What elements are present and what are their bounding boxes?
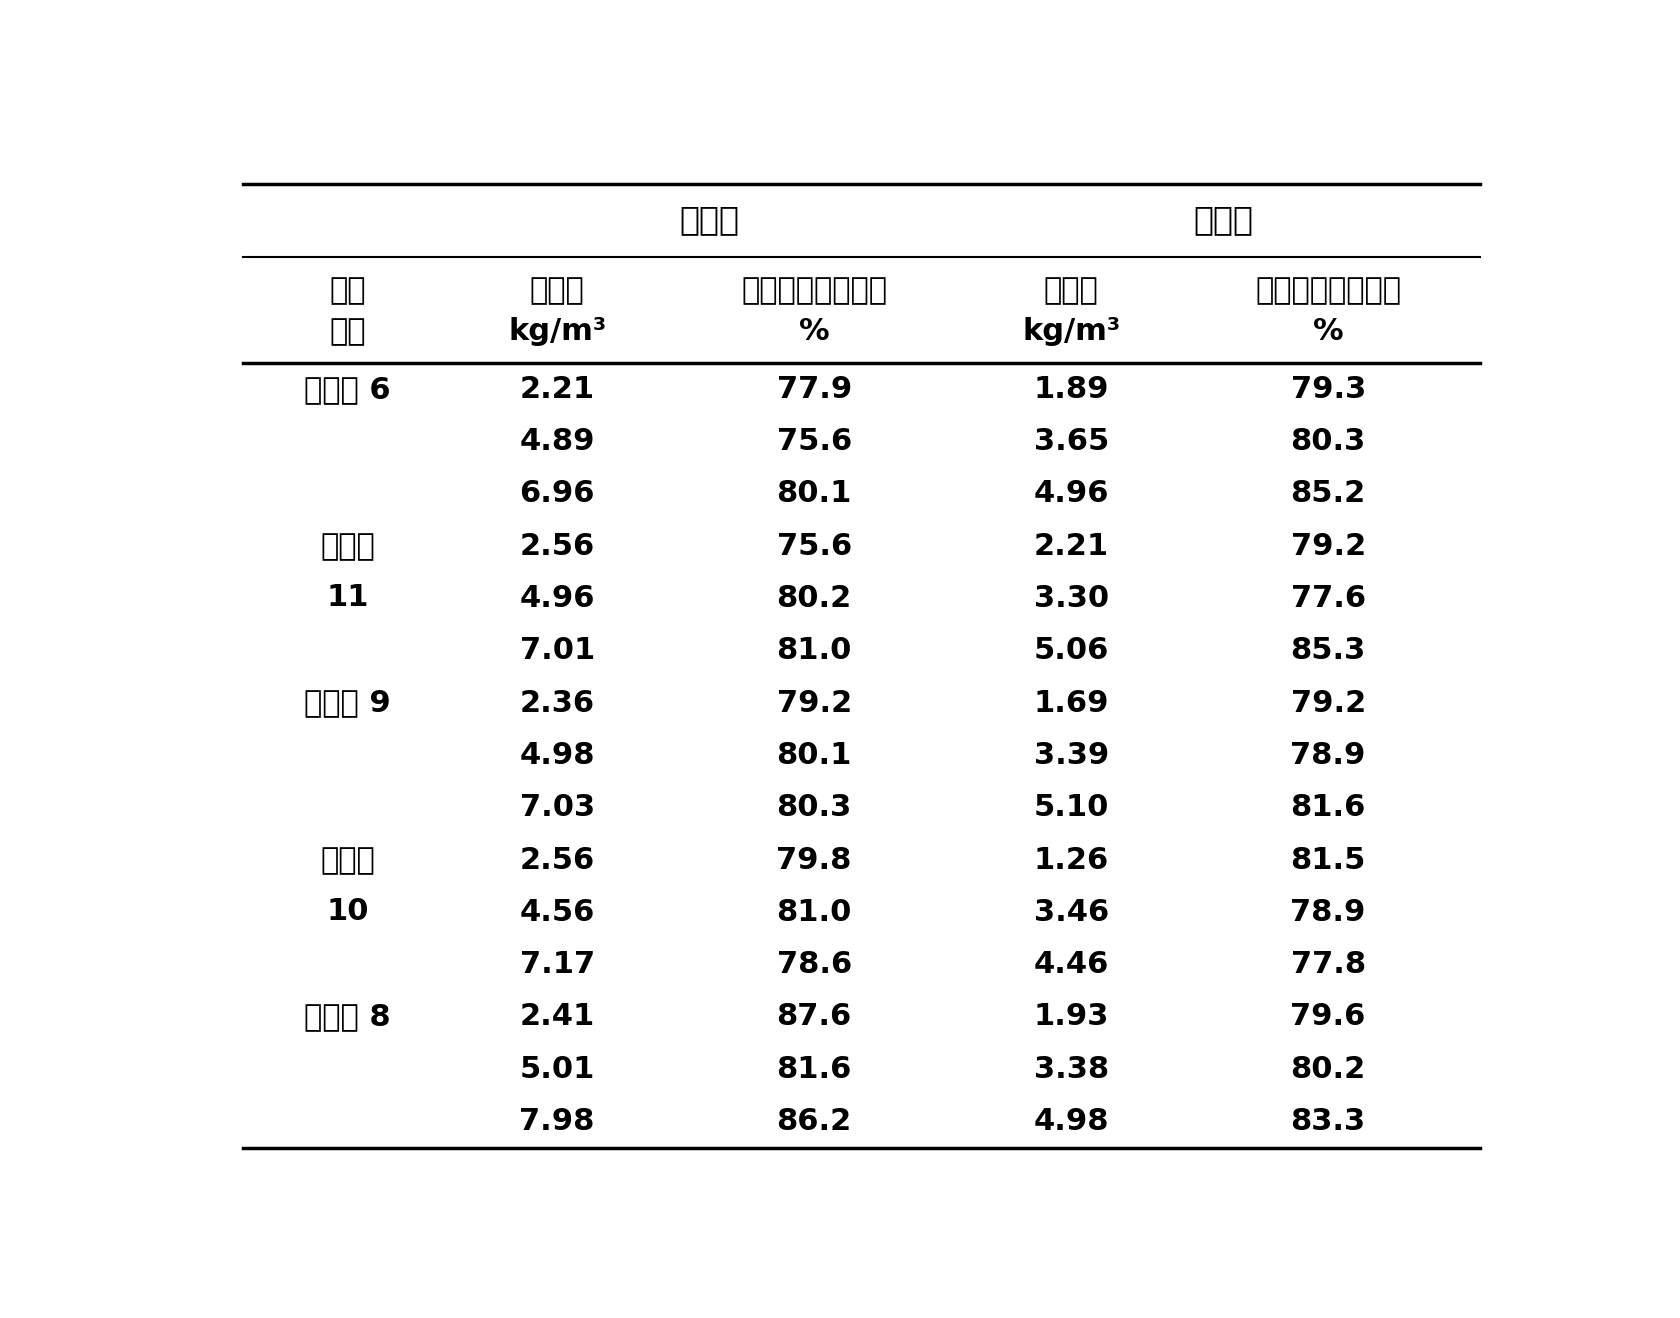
Text: 实施例: 实施例 <box>319 846 375 875</box>
Text: 3.65: 3.65 <box>1033 427 1109 456</box>
Text: kg/m³: kg/m³ <box>507 316 606 345</box>
Text: 79.2: 79.2 <box>776 688 852 717</box>
Text: 制剂: 制剂 <box>329 277 366 306</box>
Text: 80.3: 80.3 <box>776 793 852 822</box>
Text: 4.98: 4.98 <box>1033 1107 1109 1136</box>
Text: 5.06: 5.06 <box>1033 637 1109 666</box>
Text: 实施例 9: 实施例 9 <box>304 688 391 717</box>
Text: 实施例 8: 实施例 8 <box>304 1003 391 1032</box>
Text: 3.30: 3.30 <box>1033 584 1109 613</box>
Text: 79.8: 79.8 <box>776 846 852 875</box>
Text: 4.56: 4.56 <box>519 898 595 927</box>
Text: 7.17: 7.17 <box>519 950 595 979</box>
Text: 1.69: 1.69 <box>1033 688 1109 717</box>
Text: 2.21: 2.21 <box>1033 531 1109 560</box>
Text: 2.36: 2.36 <box>519 688 595 717</box>
Text: 87.6: 87.6 <box>776 1003 852 1032</box>
Text: 3.38: 3.38 <box>1033 1054 1109 1083</box>
Text: 2.41: 2.41 <box>519 1003 595 1032</box>
Text: 77.8: 77.8 <box>1290 950 1364 979</box>
Text: 81.5: 81.5 <box>1290 846 1366 875</box>
Text: 78.9: 78.9 <box>1290 741 1366 770</box>
Text: 77.9: 77.9 <box>776 374 852 403</box>
Text: 6.96: 6.96 <box>519 480 595 509</box>
Text: 7.03: 7.03 <box>519 793 595 822</box>
Text: 85.2: 85.2 <box>1290 480 1364 509</box>
Text: 79.2: 79.2 <box>1290 531 1364 560</box>
Text: 81.0: 81.0 <box>776 898 852 927</box>
Text: 79.2: 79.2 <box>1290 688 1364 717</box>
Text: 实施例: 实施例 <box>319 532 375 561</box>
Text: 11: 11 <box>326 584 368 613</box>
Text: 1.89: 1.89 <box>1033 374 1109 403</box>
Text: 7.98: 7.98 <box>519 1107 595 1136</box>
Text: 4.96: 4.96 <box>1033 480 1109 509</box>
Text: 75.6: 75.6 <box>776 531 852 560</box>
Text: 83.3: 83.3 <box>1290 1107 1364 1136</box>
Text: 10: 10 <box>326 898 368 927</box>
Text: 4.89: 4.89 <box>519 427 595 456</box>
Text: 7.01: 7.01 <box>519 637 595 666</box>
Text: 5.01: 5.01 <box>519 1054 595 1083</box>
Text: 2.56: 2.56 <box>519 531 595 560</box>
Text: 80.2: 80.2 <box>776 584 852 613</box>
Text: 80.2: 80.2 <box>1290 1054 1364 1083</box>
Text: 编号: 编号 <box>329 316 366 345</box>
Text: 毛竹材: 毛竹材 <box>1193 203 1253 236</box>
Text: 3.46: 3.46 <box>1033 898 1109 927</box>
Text: 80.3: 80.3 <box>1290 427 1364 456</box>
Text: %: % <box>798 316 828 345</box>
Text: 80.1: 80.1 <box>776 741 852 770</box>
Text: 1.26: 1.26 <box>1033 846 1109 875</box>
Text: 吸药量: 吸药量 <box>529 277 585 306</box>
Text: 85.3: 85.3 <box>1290 637 1364 666</box>
Text: 有机杀菌剂固着率: 有机杀菌剂固着率 <box>741 277 887 306</box>
Text: 86.2: 86.2 <box>776 1107 852 1136</box>
Text: 79.3: 79.3 <box>1290 374 1364 403</box>
Text: 2.56: 2.56 <box>519 846 595 875</box>
Text: 81.6: 81.6 <box>1290 793 1366 822</box>
Text: 78.9: 78.9 <box>1290 898 1366 927</box>
Text: 3.39: 3.39 <box>1033 741 1109 770</box>
Text: 81.6: 81.6 <box>776 1054 852 1083</box>
Text: kg/m³: kg/m³ <box>1021 316 1119 345</box>
Text: 4.46: 4.46 <box>1033 950 1109 979</box>
Text: 实施例 6: 实施例 6 <box>304 374 391 403</box>
Text: 2.21: 2.21 <box>519 374 595 403</box>
Text: 5.10: 5.10 <box>1033 793 1109 822</box>
Text: 1.93: 1.93 <box>1033 1003 1109 1032</box>
Text: 4.98: 4.98 <box>519 741 595 770</box>
Text: 4.96: 4.96 <box>519 584 595 613</box>
Text: 78.6: 78.6 <box>776 950 852 979</box>
Text: 77.6: 77.6 <box>1290 584 1364 613</box>
Text: 79.6: 79.6 <box>1290 1003 1366 1032</box>
Text: 有机杀菌剂固着率: 有机杀菌剂固着率 <box>1255 277 1401 306</box>
Text: 81.0: 81.0 <box>776 637 852 666</box>
Text: 80.1: 80.1 <box>776 480 852 509</box>
Text: 马尾松: 马尾松 <box>679 203 739 236</box>
Text: %: % <box>1312 316 1342 345</box>
Text: 75.6: 75.6 <box>776 427 852 456</box>
Text: 吸药量: 吸药量 <box>1043 277 1099 306</box>
